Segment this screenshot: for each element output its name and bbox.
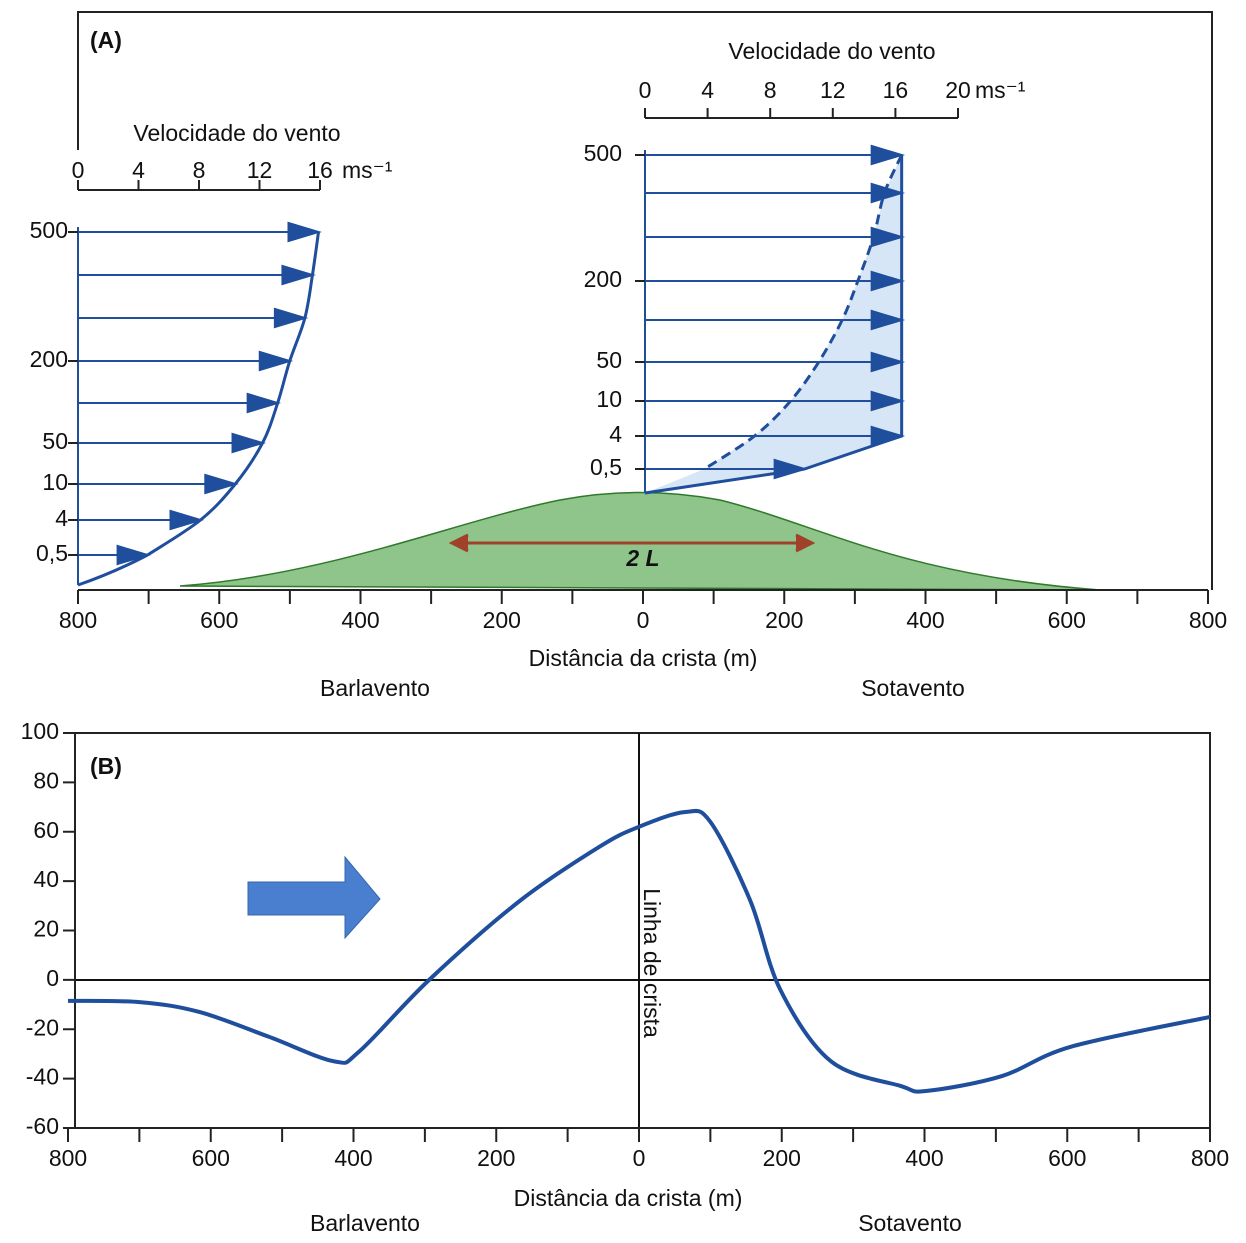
height-label: 4 — [609, 421, 622, 447]
side-label: Barlavento — [310, 1210, 420, 1236]
wind-arrow — [645, 144, 906, 166]
wind-arrow — [645, 309, 906, 331]
speed-tick-label: 4 — [701, 77, 714, 103]
hill — [179, 491, 1101, 591]
panel-b-frame — [75, 732, 1211, 1128]
height-label: 50 — [596, 347, 622, 373]
speed-tick-label: 20 — [945, 77, 971, 103]
two-l-arrow — [448, 533, 816, 553]
speed-tick-label: 12 — [820, 77, 846, 103]
y-tick-label: 60 — [33, 817, 59, 843]
height-label: 4 — [55, 505, 68, 531]
x-tick-label: 800 — [49, 1145, 87, 1171]
wind-arrow — [645, 390, 906, 412]
height-label: 50 — [42, 428, 68, 454]
fill-region — [645, 155, 902, 493]
x-tick-label: 600 — [1048, 1145, 1086, 1171]
x-tick-label: 400 — [334, 1145, 372, 1171]
side-label: Barlavento — [320, 675, 430, 701]
x-tick-label: 800 — [59, 607, 97, 633]
height-label: 200 — [30, 346, 68, 372]
height-label: 0,5 — [590, 454, 622, 480]
height-label: 10 — [596, 386, 622, 412]
wind-arrow — [78, 264, 316, 286]
line-series — [67, 808, 1211, 1094]
y-tick-label: -20 — [26, 1014, 59, 1040]
y-tick-label: 40 — [33, 866, 59, 892]
x-tick-label: 200 — [483, 607, 521, 633]
wind-direction-arrow — [247, 855, 381, 940]
x-tick-label: 800 — [1191, 1145, 1229, 1171]
wind-arrow — [78, 350, 294, 372]
speed-tick-label: 0 — [72, 157, 85, 183]
wind-arrow — [78, 307, 309, 329]
x-tick-label: 0 — [633, 1145, 646, 1171]
x-axis-title: Distância da crista (m) — [514, 1185, 743, 1211]
wind-arrow — [78, 544, 152, 566]
annotation: 2 L — [625, 545, 659, 571]
x-tick-label: 600 — [200, 607, 238, 633]
speed-tick-label: 0 — [639, 77, 652, 103]
x-tick-label: 200 — [765, 607, 803, 633]
speed-tick-label: 8 — [193, 157, 206, 183]
wind-arrow — [645, 182, 906, 204]
speed-tick-label: 4 — [132, 157, 145, 183]
y-tick-label: 80 — [33, 767, 59, 793]
height-label: 0,5 — [36, 540, 68, 566]
wind-arrow — [645, 226, 906, 248]
panel-a-frame — [77, 11, 1213, 590]
x-tick-label: 400 — [341, 607, 379, 633]
speed-tick-label: 16 — [307, 157, 333, 183]
x-tick-label: 400 — [905, 1145, 943, 1171]
panel-label: (B) — [90, 753, 122, 779]
y-tick-label: 0 — [46, 965, 59, 991]
y-tick-label: -60 — [26, 1113, 59, 1139]
speed-axis-title: Velocidade do vento — [728, 38, 935, 64]
reference-profile — [703, 154, 904, 471]
wind-arrow — [645, 458, 809, 480]
height-label: 500 — [30, 217, 68, 243]
wind-arrow — [78, 432, 267, 454]
x-axis-title: Distância da crista (m) — [529, 645, 758, 671]
wind-arrow — [78, 509, 204, 531]
speed-tick-label: 8 — [764, 77, 777, 103]
speed-axis-title: Velocidade do vento — [133, 120, 340, 146]
wind-arrow — [645, 425, 906, 447]
speed-tick-label: 16 — [883, 77, 909, 103]
y-tick-label: -40 — [26, 1064, 59, 1090]
x-tick-label: 200 — [477, 1145, 515, 1171]
y-tick-label: 100 — [21, 718, 59, 744]
side-label: Sotavento — [861, 675, 965, 701]
height-label: 200 — [584, 266, 622, 292]
x-tick-label: 400 — [906, 607, 944, 633]
speed-unit: ms⁻¹ — [975, 77, 1026, 103]
height-label: 10 — [42, 469, 68, 495]
x-tick-label: 600 — [1048, 607, 1086, 633]
x-tick-label: 800 — [1189, 607, 1227, 633]
layout: (A) 2 L Distância da crista (m) Barlaven… — [75, 11, 1213, 1236]
speed-tick-label: 12 — [247, 157, 273, 183]
wind-arrow — [645, 270, 906, 292]
height-label: 500 — [584, 140, 622, 166]
y-tick-label: 20 — [33, 916, 59, 942]
x-tick-label: 200 — [763, 1145, 801, 1171]
side-label: Sotavento — [858, 1210, 962, 1236]
wind-arrow — [78, 392, 282, 414]
wind-arrow — [78, 473, 239, 495]
x-tick-label: 600 — [192, 1145, 230, 1171]
profile-base — [77, 553, 149, 587]
x-tick-label: 0 — [637, 607, 650, 633]
wind-arrow — [78, 221, 322, 243]
panel-label: (A) — [90, 27, 122, 53]
speed-unit: ms⁻¹ — [342, 157, 393, 183]
crest-label: Linha de crista — [639, 888, 665, 1038]
wind-arrow — [645, 351, 906, 373]
